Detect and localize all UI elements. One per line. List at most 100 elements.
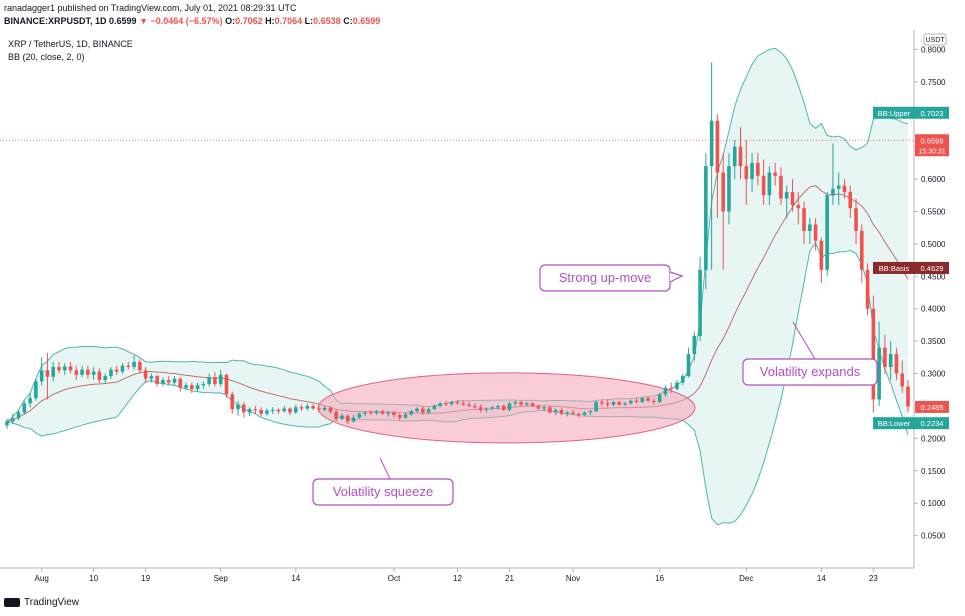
candle-body [669,387,673,390]
price-label-name-box [873,261,915,274]
price-label-value-box [915,400,949,413]
close-label: C: [343,16,353,26]
candle-body [265,410,269,414]
candle-body [334,411,339,419]
candle-body [126,365,131,368]
candle-body [374,411,379,414]
candle-body [652,400,656,403]
candle-body [340,415,344,419]
currency-badge-label: USDT [925,37,945,44]
x-tick-label: 10 [89,574,98,583]
candle-body [565,412,570,414]
candle-body [403,414,408,418]
price-label-value-box [915,261,949,274]
x-tick-label: 16 [655,574,664,583]
candle-body [45,370,50,377]
candle-body [611,402,616,405]
candle-body [721,172,725,212]
candle-body [74,370,79,375]
candle-body [675,382,679,390]
price-label-value: 0.7023 [921,109,944,118]
squeeze-ellipse [317,372,696,444]
candle-body [39,370,44,382]
candle-body [750,162,754,180]
candle-body [455,402,460,404]
candle-body [421,408,425,413]
candle-body [756,162,760,176]
candle-body [640,398,645,403]
candle-body [432,405,437,410]
x-tick-label: 14 [817,574,826,583]
candle-body [114,369,119,372]
x-tick-label: Nov [566,574,580,583]
candle-body [461,403,466,405]
candle-body [842,185,847,193]
high-label: H: [265,16,275,26]
candle-body [663,387,668,395]
strong-up-move-label: Strong up-move [559,270,652,285]
price-label-name-box [873,417,915,430]
candle-body [871,308,876,400]
footer-brand: TradingView [24,597,80,608]
candle-body [865,269,870,309]
candle-body [184,385,188,388]
candle-body [218,374,223,384]
last-price: 0.6599 [109,16,137,26]
candle-body [790,192,795,206]
candle-body [109,369,113,377]
price-label-value-box [915,106,949,119]
high-value: 0.7064 [274,16,303,26]
y-tick-label: 0.1000 [921,499,946,508]
candle-body [426,409,431,413]
strong-up-move-pointer [669,271,684,283]
candle-body [224,374,229,395]
candle-body [207,377,211,384]
candle-body [449,402,454,405]
candle-body [392,412,396,416]
price-label-value: 0.4629 [921,264,944,273]
x-tick-label: 21 [505,574,514,583]
candle-body [247,409,252,413]
x-tick-label: Sep [214,574,229,583]
candle-body [808,224,812,231]
candle-body [351,417,356,422]
candle-body [293,407,298,413]
candle-body [548,407,552,413]
candle-body [380,411,385,414]
candle-body [317,408,321,410]
candle-body [5,421,9,426]
volatility-squeeze-label: Volatility squeeze [333,484,433,499]
candle-body [900,373,905,387]
y-tick-label: 0.3500 [921,337,946,346]
candle-body [51,367,56,377]
candle-body [230,394,235,410]
candle-body [704,166,708,270]
candle-body [143,370,148,379]
candle-body [10,418,15,422]
candle-body [906,386,910,407]
x-tick-label: Dec [739,574,753,583]
candle-body [132,361,136,368]
candle-body [369,412,373,414]
candle-body [530,403,535,406]
x-tick-label: 14 [291,574,300,583]
candle-body [236,404,240,410]
candle-body [16,412,21,419]
y-tick-label: 0.0500 [921,532,946,541]
candle-body [623,403,627,405]
low-value: 0.6538 [313,16,341,26]
y-tick-label: 0.4000 [921,305,946,314]
footer: TradingView [4,597,79,608]
candle-body [103,376,107,381]
bollinger-fill [7,48,908,525]
candle-body [709,120,714,167]
price-label-name: BB:Basis [879,264,910,273]
price-change: ▼ −0.0464 (−6.57%) [139,16,223,26]
candle-body [634,400,639,403]
candle-body [288,408,292,413]
candle-body [34,381,38,399]
symbol-ohlc-line: BINANCE:XRPUSDT, 1D 0.6599 ▼ −0.0464 (−6… [4,16,380,26]
candle-body [120,365,125,372]
candle-body [467,404,471,406]
